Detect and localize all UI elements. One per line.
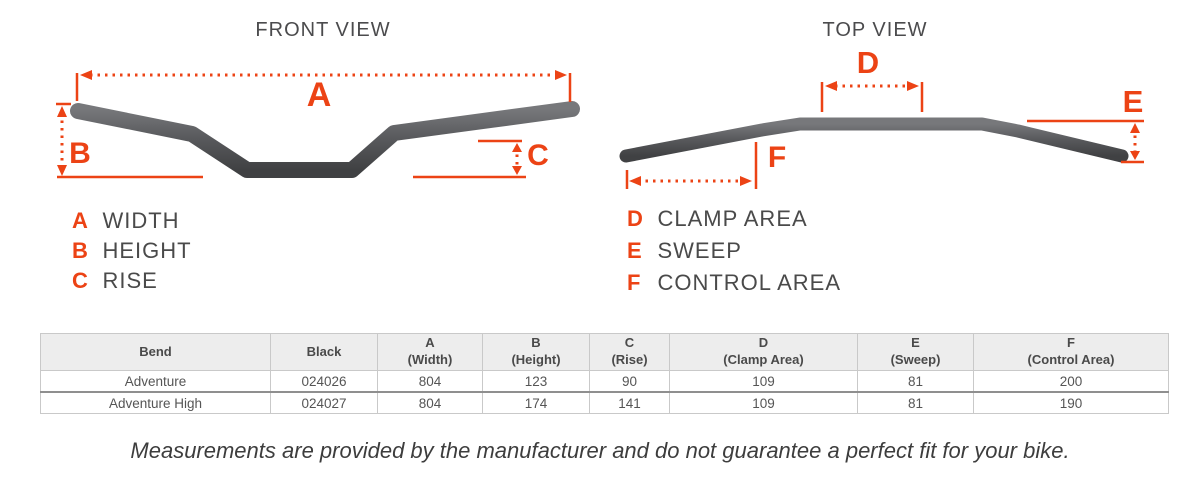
disclaimer-text: Measurements are provided by the manufac… [130, 438, 1070, 463]
legend-key-d: D [627, 206, 644, 231]
col-header-bend: Bend [40, 333, 271, 371]
cell-width: 804 [377, 370, 483, 393]
table-row-adventure: Adventure 024026 804 123 90 109 81 200 [40, 370, 1169, 393]
dim-letter-a: A [306, 76, 332, 114]
legend-label-clamp-area: CLAMP AREA [657, 206, 808, 231]
cell-clamp-area: 109 [669, 391, 858, 414]
col-header-a-width: A (Width) [377, 333, 483, 371]
legend-label-sweep: SWEEP [657, 238, 742, 263]
col-header-b-height: B (Height) [482, 333, 590, 371]
col-header-f-control-area: F (Control Area) [973, 333, 1169, 371]
legend-key-e: E [627, 238, 643, 263]
cell-rise: 90 [589, 370, 670, 393]
dim-letter-b: B [69, 137, 91, 170]
legend-item-width: A WIDTH [72, 208, 180, 234]
cell-height: 123 [482, 370, 590, 393]
table-header-row: Bend Black A (Width) B (Height) C (R [40, 333, 1169, 371]
legend-label-height: HEIGHT [102, 238, 192, 263]
legend-label-rise: RISE [102, 268, 158, 293]
dimension-a-width [75, 70, 572, 102]
dimension-b-height [56, 102, 203, 179]
dimension-f-control-area [625, 142, 758, 189]
cell-black: 024026 [270, 370, 378, 393]
legend-key-f: F [627, 270, 642, 295]
legend-key-c: C [72, 268, 89, 293]
front-view-title: FRONT VIEW [255, 19, 391, 41]
cell-control-area: 190 [973, 391, 1169, 414]
dimension-d-clamp-area [820, 81, 924, 112]
col-header-e-sweep: E (Sweep) [857, 333, 974, 371]
cell-height: 174 [482, 391, 590, 414]
col-header-c-rise: C (Rise) [589, 333, 670, 371]
legend-item-sweep: E SWEEP [627, 238, 742, 264]
handlebar-front-view [70, 101, 580, 178]
cell-clamp-area: 109 [669, 370, 858, 393]
cell-sweep: 81 [857, 391, 974, 414]
handlebar-top-view [619, 117, 1129, 163]
legend-label-width: WIDTH [102, 208, 180, 233]
dimension-e-sweep [1027, 119, 1144, 164]
measurement-table: Bend Black A (Width) B (Height) C (R [40, 333, 1169, 414]
col-header-black: Black [270, 333, 378, 371]
legend-item-clamp-area: D CLAMP AREA [627, 206, 808, 232]
top-view-title: TOP VIEW [822, 19, 928, 41]
dim-letter-e: E [1122, 84, 1144, 119]
legend-item-control-area: F CONTROL AREA [627, 270, 841, 296]
cell-control-area: 200 [973, 370, 1169, 393]
legend-key-a: A [72, 208, 89, 233]
cell-rise: 141 [589, 391, 670, 414]
dimension-c-rise [413, 139, 526, 179]
table-row-adventure-high: Adventure High 024027 804 174 141 109 81… [40, 391, 1169, 414]
cell-sweep: 81 [857, 370, 974, 393]
cell-black: 024027 [270, 391, 378, 414]
legend-label-control-area: CONTROL AREA [657, 270, 842, 295]
col-header-d-clamp-area: D (Clamp Area) [669, 333, 858, 371]
cell-bend: Adventure High [40, 391, 271, 414]
legend-key-b: B [72, 238, 89, 263]
diagram-canvas [56, 70, 1144, 189]
cell-width: 804 [377, 391, 483, 414]
legend-item-rise: C RISE [72, 268, 158, 294]
dim-letter-d: D [856, 45, 880, 80]
cell-bend: Adventure [40, 370, 271, 393]
dim-letter-f: F [767, 141, 787, 174]
legend-item-height: B HEIGHT [72, 238, 192, 264]
dim-letter-c: C [527, 139, 549, 172]
